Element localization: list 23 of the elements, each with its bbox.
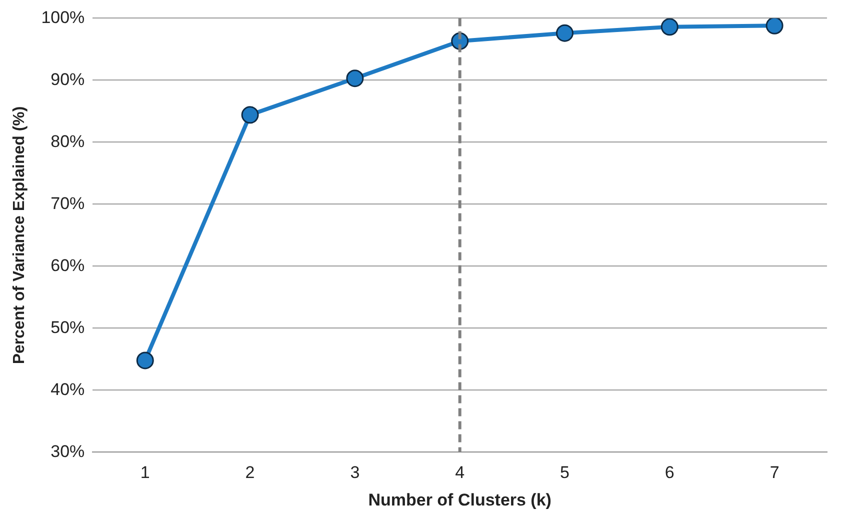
y-tick-label: 60% [50,256,85,275]
y-axis-title: Percent of Variance Explained (%) [11,106,28,364]
x-axis-title: Number of Clusters (k) [368,490,552,510]
x-tick-label: 6 [664,463,674,482]
x-tick-label: 4 [455,463,465,482]
point [556,24,574,42]
y-tick-label: 40% [50,380,85,399]
y-tick-label: 80% [50,132,85,151]
y-tick-label: 70% [50,194,85,213]
x-tick-label: 7 [770,463,780,482]
point [346,70,364,88]
y-tick-label: 50% [50,318,85,337]
x-tick-label: 2 [245,463,255,482]
point [136,352,154,370]
point [660,18,678,36]
point [766,18,784,34]
y-tick-label: 100% [41,8,85,27]
y-tick-label: 30% [50,442,85,461]
x-tick-label: 1 [140,463,150,482]
x-tick-label: 5 [560,463,570,482]
y-tick-label: 90% [50,70,85,89]
x-tick-label: 3 [350,463,360,482]
point [241,106,259,124]
